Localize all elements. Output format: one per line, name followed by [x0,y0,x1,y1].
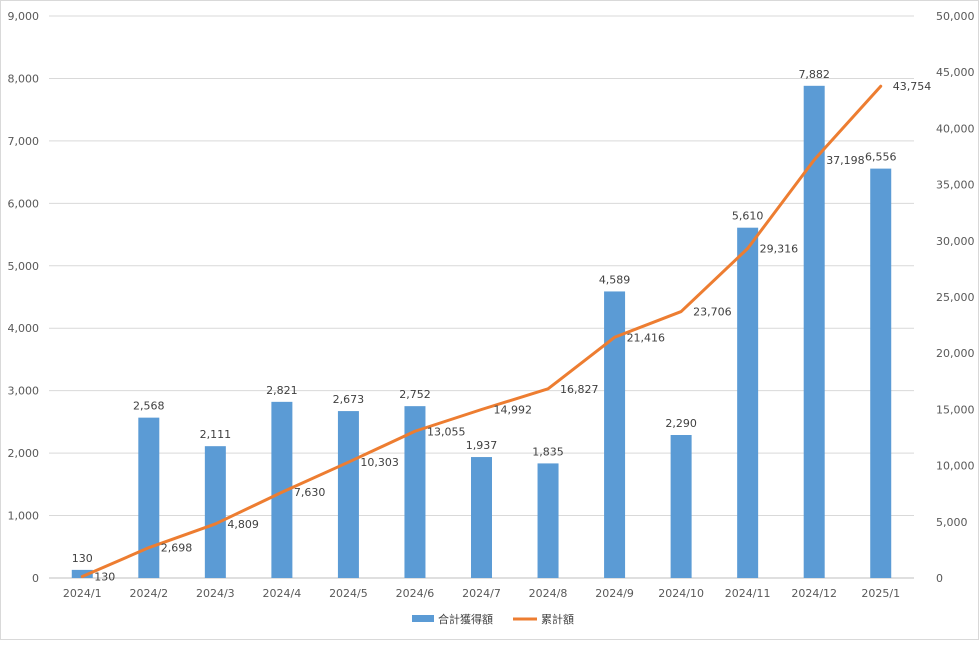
x-tick-label: 2024/6 [396,587,435,600]
right-tick-label: 45,000 [936,66,975,79]
left-tick-label: 5,000 [8,260,40,273]
left-tick-label: 3,000 [8,385,40,398]
bar [737,228,758,578]
line-data-label: 7,630 [294,486,326,499]
bar-data-label: 4,589 [599,273,631,286]
line-data-label: 130 [94,571,115,584]
right-tick-label: 40,000 [936,122,975,135]
right-tick-label: 15,000 [936,403,975,416]
bar-data-label: 7,882 [798,68,830,81]
x-tick-label: 2024/1 [63,587,102,600]
bar-series [72,86,891,578]
right-tick-label: 20,000 [936,347,975,360]
bar-data-label: 2,821 [266,384,298,397]
bar-data-label: 2,290 [665,417,697,430]
legend-bar-swatch [412,615,434,622]
x-tick-label: 2024/11 [725,587,771,600]
x-tick-label: 2024/7 [462,587,501,600]
left-tick-label: 6,000 [8,197,40,210]
legend-bar-label: 合計獲得額 [438,612,493,626]
right-tick-label: 5,000 [936,516,968,529]
bar-data-label: 5,610 [732,210,764,223]
bar-data-label: 2,568 [133,400,165,413]
line-data-label: 13,055 [427,425,466,438]
x-tick-label: 2024/4 [263,587,302,600]
line-data-label: 23,706 [693,306,732,319]
right-tick-label: 0 [936,572,943,585]
x-tick-label: 2024/12 [791,587,837,600]
line-data-label: 21,416 [627,331,666,344]
line-data-label: 43,754 [893,80,932,93]
left-axis: 0 1,000 2,000 3,000 4,000 5,000 6,000 7,000 8,00… [8,10,40,585]
line-data-label: 29,316 [760,242,799,255]
line-data-label: 37,198 [826,154,865,167]
left-tick-label: 8,000 [8,72,40,85]
x-tick-label: 2024/9 [595,587,634,600]
right-axis: 0 5,000 10,000 15,000 20,000 25,000 30,000 35,0… [936,10,975,585]
bar [538,463,559,578]
bar-data-label: 2,673 [333,393,365,406]
bar-data-label: 130 [72,552,93,565]
left-tick-label: 7,000 [8,135,40,148]
legend: 合計獲得額 累計額 [412,612,574,626]
line-data-label: 14,992 [494,403,533,416]
bar-data-label: 1,937 [466,439,498,452]
x-tick-label: 2025/1 [861,587,900,600]
x-tick-label: 2024/3 [196,587,235,600]
bar [138,418,159,578]
line-data-label: 4,809 [227,518,259,531]
left-tick-label: 2,000 [8,447,40,460]
bar-data-label: 2,111 [200,428,232,441]
left-tick-label: 0 [32,572,39,585]
x-tick-label: 2024/5 [329,587,368,600]
bar [338,411,359,578]
bar-data-label: 6,556 [865,151,897,164]
line-data-label: 10,303 [360,456,399,469]
left-tick-label: 4,000 [8,322,40,335]
bar-data-label: 2,752 [399,388,431,401]
left-tick-label: 1,000 [8,510,40,523]
bar [870,169,891,578]
bar-data-label: 1,835 [532,445,564,458]
line-data-label: 16,827 [560,383,599,396]
x-tick-label: 2024/10 [658,587,704,600]
x-tick-label: 2024/2 [129,587,168,600]
right-tick-label: 30,000 [936,235,975,248]
left-tick-label: 9,000 [8,10,40,23]
bar [471,457,492,578]
legend-line-label: 累計額 [541,612,574,626]
right-tick-label: 10,000 [936,460,975,473]
x-tick-label: 2024/8 [529,587,568,600]
x-axis: 2024/1 2024/2 2024/3 2024/4 2024/5 2024/6 2024… [63,587,900,600]
right-tick-label: 25,000 [936,291,975,304]
right-tick-label: 50,000 [936,10,975,23]
bar [671,435,692,578]
right-tick-label: 35,000 [936,179,975,192]
line-data-label: 2,698 [161,542,193,555]
bar [205,446,226,578]
